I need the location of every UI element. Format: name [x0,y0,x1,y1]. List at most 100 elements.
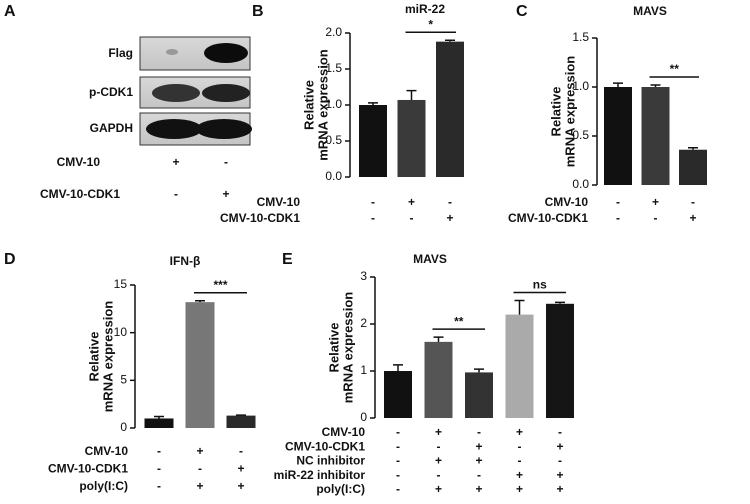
error-bar [445,39,455,42]
condition-sign: + [652,195,659,209]
y-tick-label: 0.5 [572,128,589,142]
y-axis-label: mRNA expression [340,292,355,404]
condition-sign: + [689,211,696,225]
condition-sign: - [477,468,481,482]
y-tick-label: 3 [360,269,367,283]
condition-label: poly(I:C) [79,479,128,493]
significance-label: ns [533,278,547,292]
blot-label: GAPDH [90,121,133,135]
bar [424,341,453,418]
y-tick-label: 0.0 [325,169,342,183]
significance-label: ** [670,62,680,76]
y-tick-label: 1.0 [325,97,342,111]
condition-label: CMV-10 [257,195,301,209]
condition-sign: - [157,462,161,476]
bar [226,415,256,428]
condition-sign: - [691,195,695,209]
error-bar [368,102,378,105]
error-bar [393,364,403,371]
condition-sign: + [516,425,523,439]
significance-label: *** [213,278,227,292]
bar [604,87,632,185]
y-tick-label: 15 [114,277,128,291]
condition-sign: + [435,454,442,468]
y-axis-label: mRNA expression [100,301,115,413]
condition-sign: + [435,482,442,496]
error-bar [474,368,484,373]
chart-title: IFN-β [170,254,201,268]
condition-sign: + [172,155,179,169]
y-tick-label: 10 [114,325,128,339]
band [152,84,200,102]
condition-sign: + [435,425,442,439]
condition-sign: - [396,482,400,496]
condition-sign: - [558,425,562,439]
condition-label: CMV-10 [85,444,129,458]
condition-sign: + [475,454,482,468]
significance-label: * [428,17,433,31]
bar [144,418,174,428]
condition-sign: - [157,444,161,458]
panel-letter: E [282,251,293,268]
condition-sign: + [237,479,244,493]
condition-sign: - [437,468,441,482]
bar [397,99,426,177]
error-bar [613,82,623,87]
bar [679,149,707,185]
condition-sign: - [157,479,161,493]
bar [359,105,387,177]
error-bar [433,336,444,342]
error-bar [688,147,698,150]
panel-letter: D [4,251,16,268]
y-tick-label: 2 [360,316,367,330]
condition-label: poly(I:C) [316,482,365,496]
bar [505,314,534,418]
condition-sign: + [556,482,563,496]
condition-sign: + [446,211,453,225]
blot-label: Flag [108,46,133,60]
condition-label: CMV-10-CDK1 [508,211,588,225]
condition-sign: - [616,211,620,225]
condition-sign: + [196,444,203,458]
condition-sign: + [556,439,563,453]
condition-sign: - [396,425,400,439]
error-bar [514,299,525,315]
condition-sign: - [518,439,522,453]
condition-sign: + [196,479,203,493]
condition-sign: - [224,155,228,169]
y-axis-label: Relative [86,332,101,382]
condition-sign: - [371,195,375,209]
y-tick-label: 2.0 [325,25,342,39]
error-bar [195,299,205,303]
condition-sign: + [237,462,244,476]
bar [546,303,574,418]
panel-letter: B [252,3,264,20]
y-tick-label: 0.5 [325,133,342,147]
condition-sign: - [371,211,375,225]
bar [185,302,215,428]
condition-sign: - [410,211,414,225]
bar [641,87,670,185]
y-axis-label: mRNA expression [562,56,577,168]
condition-sign: - [174,187,178,201]
condition-sign: - [437,439,441,453]
condition-sign: - [396,468,400,482]
blot [139,36,252,146]
y-tick-label: 5 [120,373,127,387]
condition-label: miR-22 inhibitor [274,468,366,482]
condition-sign: + [516,468,523,482]
condition-label: CMV-10-CDK1 [285,439,365,453]
y-tick-label: 0 [120,420,127,434]
condition-sign: + [408,195,415,209]
condition-sign: - [239,444,243,458]
condition-sign: - [396,439,400,453]
condition-label: CMV-10 [322,425,366,439]
chart-title: MAVS [633,4,667,18]
condition-label: NC inhibitor [296,454,365,468]
band [166,49,178,55]
panel-letter: C [516,3,528,20]
band [202,84,250,102]
condition-sign: - [558,454,562,468]
condition-label: CMV-10-CDK1 [40,187,120,201]
